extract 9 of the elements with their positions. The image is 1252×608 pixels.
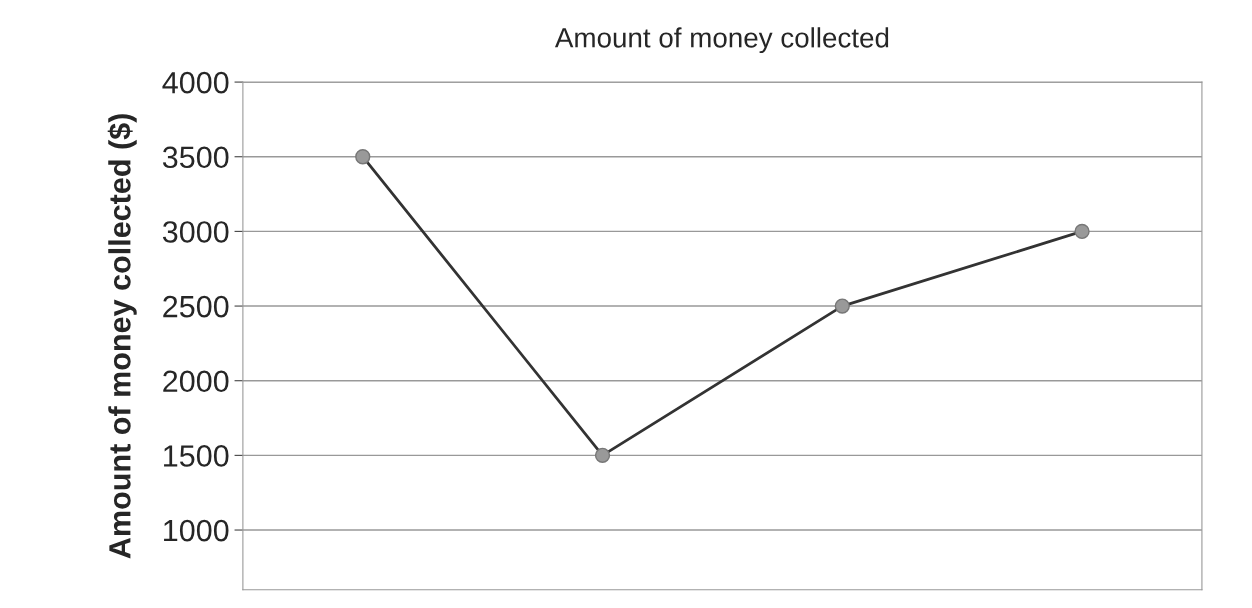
- y-axis-title: Amount of money collected ($): [107, 114, 137, 559]
- y-tick-label: 2000: [163, 370, 229, 393]
- y-tick-label: 2500: [163, 295, 229, 318]
- y-tick-label: 1000: [164, 519, 229, 542]
- y-tick-label: 3500: [162, 146, 229, 169]
- y-tick-label: 3000: [162, 221, 229, 243]
- y-tick-label: 4000: [162, 71, 229, 94]
- chart-title: Amount of money collected: [554, 27, 889, 54]
- y-tick-label: 1500: [164, 445, 229, 467]
